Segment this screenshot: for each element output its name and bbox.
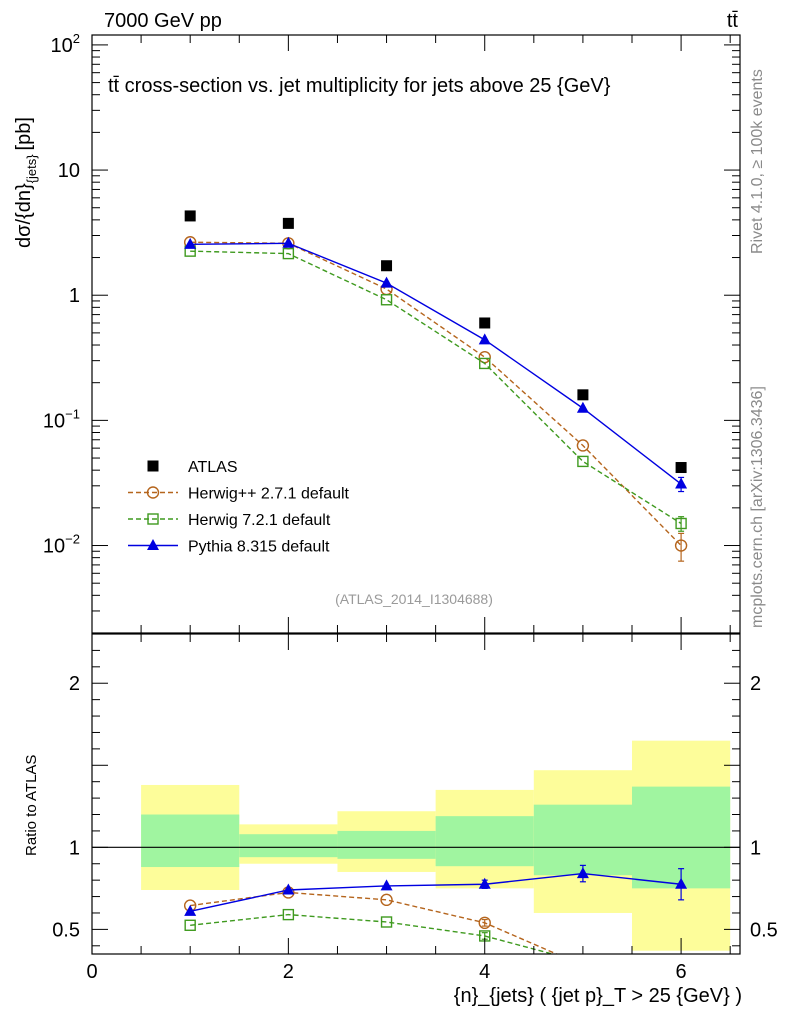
mcplots-label: mcplots.cern.ch [arXiv:1306.3436]	[749, 386, 766, 628]
ratio-y-tick-label-right: 1	[750, 837, 761, 859]
legend-marker-herwigpp	[146, 486, 160, 499]
main-y-tick-label: 10	[58, 160, 80, 182]
point-pythia	[675, 877, 688, 889]
legend-marker-atlas	[147, 460, 159, 472]
y-label-unit: [pb]	[13, 117, 35, 150]
main-y-tick-label: 10−1	[43, 406, 80, 432]
series-line-pythia	[190, 872, 682, 913]
ratio-uncertainty-bands	[141, 740, 731, 951]
ratio-y-tick-label: 0.5	[52, 919, 80, 941]
process-label: tt̄	[727, 10, 739, 32]
ratio-y-tick-label-right: 2	[750, 673, 761, 695]
point-atlas	[479, 317, 491, 329]
ratio-plot-frame	[91, 633, 741, 955]
point-pythia	[675, 477, 688, 489]
point-pythia	[184, 237, 197, 249]
point-herwig7	[184, 919, 196, 931]
legend-marker-herwig7	[147, 513, 159, 525]
point-atlas	[184, 210, 196, 222]
x-tick-label: 4	[479, 961, 490, 983]
point-pythia	[282, 883, 295, 895]
ratio-axis-ticks: 0.5 0.5 1 1 2 2 0 2 4 6	[52, 633, 778, 983]
ratio-y-axis-label: Ratio to ATLAS	[23, 755, 40, 856]
band-inner	[337, 830, 436, 859]
energy-label: 7000 GeV pp	[104, 10, 222, 32]
main-y-axis-label: dσ/{dn}{jets} [pb]	[13, 117, 39, 248]
point-herwig7	[578, 957, 588, 967]
point-herwigpp	[577, 960, 588, 971]
main-y-tick-label: 1	[69, 285, 80, 307]
series-line-pythia	[190, 242, 682, 485]
ratio-y-tick-label-right: 0.5	[750, 919, 778, 941]
band-inner	[533, 804, 632, 876]
main-plot-frame	[91, 34, 741, 634]
point-pythia	[184, 904, 197, 916]
legend-label-herwigpp: Herwig++ 2.7.1 default	[188, 486, 350, 503]
band-inner	[435, 816, 534, 867]
ratio-plot-series	[183, 864, 688, 971]
point-herwigpp	[674, 539, 688, 552]
band-inner	[141, 814, 240, 868]
point-pythia	[478, 333, 491, 345]
point-herwig7	[380, 916, 393, 928]
x-tick-label: 0	[86, 961, 97, 983]
plot-title: tt̄ cross-section vs. jet multiplicity f…	[108, 75, 611, 97]
x-tick-label: 2	[283, 961, 294, 983]
main-y-tick-label: 102	[51, 31, 80, 57]
y-label-sub: {jets}	[24, 154, 39, 184]
legend: ATLAS Herwig++ 2.7.1 default Herwig 7.2.1 …	[128, 459, 350, 556]
point-herwig7	[282, 908, 295, 921]
point-herwig7	[577, 455, 589, 468]
point-pythia	[576, 401, 589, 413]
legend-marker-pythia	[147, 539, 159, 550]
point-atlas	[282, 217, 294, 229]
point-pythia	[380, 276, 393, 288]
point-herwig7	[675, 517, 687, 530]
series-line-herwigpp	[190, 891, 559, 954]
legend-label-pythia: Pythia 8.315 default	[188, 539, 330, 556]
main-axis-ticks: 10−2 10−1 1 10 102	[43, 31, 740, 634]
ratio-y-tick-label: 1	[69, 837, 80, 859]
legend-label-herwig7: Herwig 7.2.1 default	[188, 512, 331, 529]
point-atlas	[381, 260, 393, 272]
x-axis-label: {n}_{jets} ( {jet p}_T > 25 {GeV} )	[454, 985, 742, 1007]
point-herwig7	[282, 247, 295, 260]
analysis-tag: (ATLAS_2014_I1304688)	[335, 591, 493, 607]
point-herwig7	[380, 294, 393, 306]
x-tick-label: 6	[676, 961, 687, 983]
point-pythia	[576, 867, 589, 879]
point-pythia	[282, 236, 295, 248]
point-herwigpp	[478, 916, 491, 930]
point-pythia	[380, 879, 393, 891]
series-line-herwig7	[190, 913, 555, 954]
band-inner	[239, 834, 338, 858]
ratio-y-tick-label: 2	[69, 673, 80, 695]
rivet-version-label: Rivet 4.1.0, ≥ 100k events	[749, 69, 766, 254]
point-atlas	[577, 389, 589, 401]
series-line-herwig7	[190, 250, 682, 525]
legend-label-atlas: ATLAS	[188, 459, 238, 476]
main-y-tick-label: 10−2	[43, 532, 80, 558]
point-herwigpp	[478, 350, 491, 364]
point-pythia	[478, 877, 491, 889]
main-plot-series	[183, 210, 688, 562]
y-label-main: dσ/{dn}	[13, 183, 35, 248]
point-herwigpp	[380, 893, 393, 907]
point-atlas	[675, 462, 687, 474]
point-herwig7	[479, 357, 491, 370]
point-herwigpp	[576, 439, 590, 452]
